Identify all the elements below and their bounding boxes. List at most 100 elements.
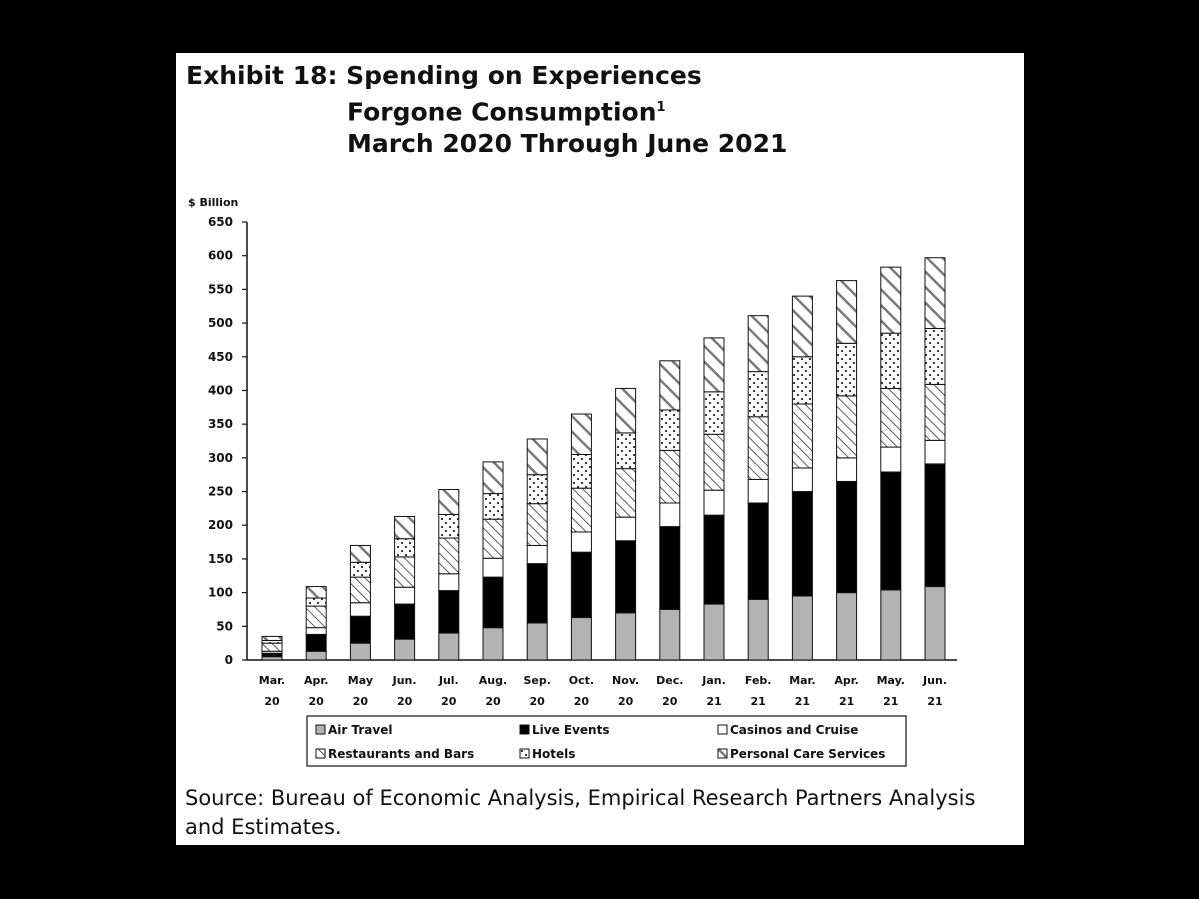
bar-segment [570, 487, 592, 533]
bar-segment [924, 257, 946, 329]
bar-segment [880, 446, 902, 473]
bar-segment [703, 514, 725, 605]
x-tick-label: Jan. [701, 674, 726, 687]
legend-label: Air Travel [328, 723, 392, 737]
bar-segment [791, 403, 813, 469]
legend-box [306, 715, 907, 767]
y-tick-label: 150 [208, 552, 233, 566]
title-line-3: March 2020 Through June 2021 [347, 129, 788, 159]
bar-segment [526, 563, 548, 624]
bar-segment [924, 383, 946, 441]
legend-label: Casinos and Cruise [730, 723, 858, 737]
bar-segment [438, 573, 460, 592]
bar-segment [880, 387, 902, 448]
legend-swatch [315, 724, 326, 735]
legend-label: Personal Care Services [730, 747, 885, 761]
bar-segment [791, 595, 813, 661]
x-tick-label: 20 [662, 695, 678, 708]
bar-segment [615, 516, 637, 542]
bar-segment [747, 598, 769, 661]
bar-segment [394, 638, 416, 661]
bar-segment [349, 544, 371, 563]
bar-segment [482, 576, 504, 629]
bar-segment [615, 387, 637, 434]
bar-segment [261, 642, 283, 652]
bar-segment [349, 576, 371, 604]
x-tick-label: 21 [795, 695, 810, 708]
bar-segment [305, 633, 327, 652]
bar-segment [747, 478, 769, 504]
legend-swatch [315, 748, 326, 759]
bar-segment [924, 586, 946, 661]
x-tick-label: May [348, 674, 373, 687]
bar-segment [438, 489, 460, 515]
y-tick-label: 50 [216, 619, 233, 633]
bar-segment [747, 502, 769, 600]
bar-segment [526, 622, 548, 661]
bar-segment [394, 603, 416, 640]
x-axis-labels: Mar. 20 Apr. 20 May 20 Jun. 20 Jul. 20 Aug. 20 Sep. 2… [259, 674, 947, 708]
bar-segment [305, 586, 327, 599]
bar-segment [659, 526, 681, 610]
bar-segment [880, 471, 902, 591]
bar-segment [526, 474, 548, 505]
bar-segment [747, 371, 769, 418]
x-tick-label: 20 [618, 695, 634, 708]
x-tick-label: Oct. [569, 674, 594, 687]
bar-segment [703, 433, 725, 491]
bar-segment [659, 409, 681, 451]
bar-segment [261, 656, 283, 661]
x-tick-label: Sep. [523, 674, 550, 687]
title-line-2: Forgone Consumption1 [186, 92, 787, 128]
bar-segment [703, 603, 725, 661]
bar-segment [659, 360, 681, 411]
bar-segment [791, 295, 813, 358]
legend-label: Hotels [532, 747, 575, 761]
bar-segment [482, 627, 504, 661]
x-tick-label: Aug. [479, 674, 507, 687]
y-tick-label: 350 [208, 417, 233, 431]
x-tick-label: 21 [883, 695, 898, 708]
legend-label: Live Events [532, 723, 609, 737]
bar-segment [836, 592, 858, 661]
x-tick-label: Mar. [789, 674, 815, 687]
bar-segment [615, 468, 637, 518]
bar-segment [438, 590, 460, 634]
y-axis-unit-label: $ Billion [188, 196, 238, 209]
y-tick-label: 600 [208, 249, 233, 263]
bar-segment [526, 503, 548, 546]
x-tick-label: 20 [574, 695, 590, 708]
x-tick-label: 20 [309, 695, 325, 708]
bar-segment [791, 491, 813, 597]
legend-label: Restaurants and Bars [328, 747, 474, 761]
chart-title: Exhibit 18: Spending on Experiences Forg… [186, 60, 787, 160]
bar-segment [261, 635, 283, 641]
bar-segment [747, 416, 769, 480]
y-tick-label: 100 [208, 586, 233, 600]
y-tick-label: 0 [225, 653, 233, 667]
bar-segment [747, 315, 769, 373]
x-tick-label: 20 [264, 695, 280, 708]
legend: Air Travel Live Events Casinos and Cruise R… [306, 715, 907, 767]
x-tick-label: Feb. [745, 674, 772, 687]
title-line-1: Exhibit 18: Spending on Experiences [186, 61, 702, 90]
x-tick-label: Nov. [612, 674, 639, 687]
bar-segment [836, 395, 858, 459]
bar-segment [482, 461, 504, 495]
legend-swatch [717, 748, 728, 759]
bar-segment [261, 652, 283, 658]
legend-swatch [519, 748, 530, 759]
x-tick-label: May. [877, 674, 905, 687]
bars-group [261, 257, 946, 661]
bar-segment [394, 538, 416, 558]
bar-segment [703, 489, 725, 516]
bar-segment [305, 650, 327, 661]
bar-segment [615, 432, 637, 470]
footnote-marker: 1 [656, 100, 666, 115]
bar-segment [438, 632, 460, 661]
bar-segment [659, 608, 681, 661]
y-tick-label: 550 [208, 282, 233, 296]
bar-segment [924, 463, 946, 588]
bar-segment [836, 457, 858, 482]
bar-segment [659, 449, 681, 504]
